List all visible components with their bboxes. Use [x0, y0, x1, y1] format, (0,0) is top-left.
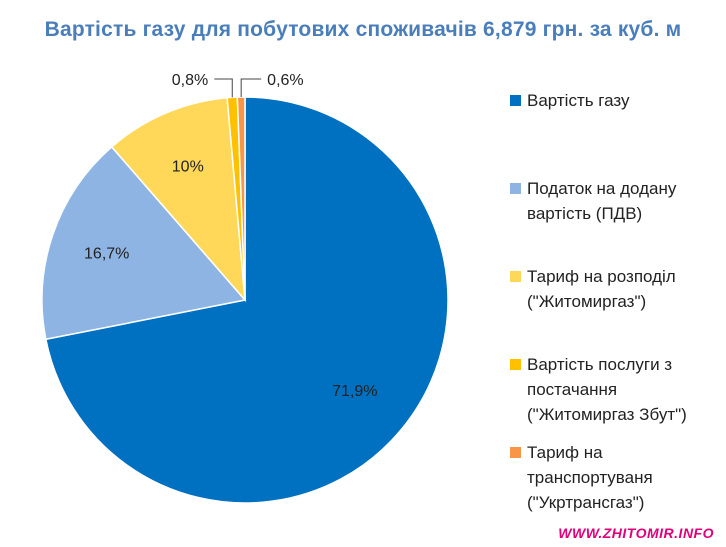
legend-label: Вартість газу [527, 91, 630, 110]
leader-line [240, 78, 262, 98]
pie-slice [41, 145, 247, 341]
legend-swatch [510, 447, 521, 458]
legend-swatch [510, 183, 521, 194]
legend-item-supply-service: Вартість послуги з постачання ("Житомирг… [510, 352, 687, 427]
pie-chart: 71,9% 16,7% 10% 0,8% 0,6% [41, 72, 449, 504]
legend-item-distribution-tariff: Тариф на розподіл ("Житомиргаз") [510, 264, 676, 314]
legend-item-gas-cost: Вартість газу [510, 88, 630, 113]
legend-label: Вартість послуги з постачання ("Житомирг… [527, 355, 687, 424]
slice-data-label: 71,9% [332, 383, 377, 400]
legend-label: Податок на додану вартість (ПДВ) [527, 179, 677, 223]
legend-item-vat: Податок на додану вартість (ПДВ) [510, 176, 676, 226]
legend-swatch [510, 359, 521, 370]
legend-swatch [510, 271, 521, 282]
slice-data-label: 10% [172, 158, 204, 175]
legend-label: Тариф на розподіл ("Житомиргаз") [527, 267, 676, 311]
watermark: WWW.ZHITOMIR.INFO [558, 525, 714, 541]
slice-data-label: 0,6% [267, 72, 303, 89]
slice-data-label: 16,7% [84, 246, 129, 263]
chart-title: Вартість газу для побутових споживачів 6… [44, 18, 682, 41]
legend-label: Тариф на транспортуваня ("Укртрансгаз") [527, 443, 653, 512]
slice-data-label: 0,8% [172, 72, 208, 89]
pie-slice [44, 96, 449, 504]
legend-item-transport-tariff: Тариф на транспортуваня ("Укртрансгаз") [510, 440, 653, 515]
leader-line [214, 78, 233, 98]
pie-slice [110, 96, 246, 303]
legend-swatch [510, 95, 521, 106]
